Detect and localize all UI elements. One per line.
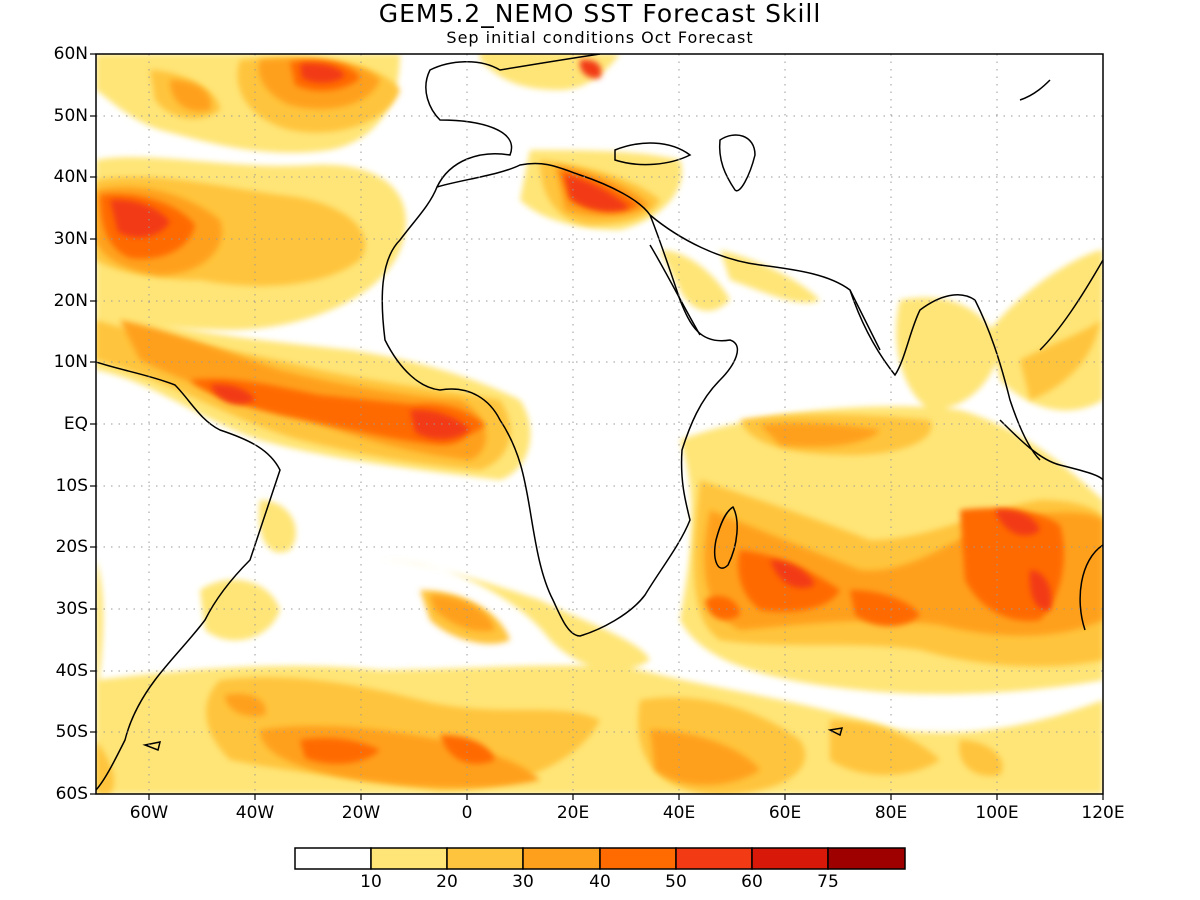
colorbar-label-60: 60 xyxy=(741,872,763,892)
lat-label-10n: 10N xyxy=(53,352,88,372)
colorbar-box-5 xyxy=(675,847,753,870)
lat-label-40n: 40N xyxy=(53,167,88,187)
lon-label-20e: 20E xyxy=(556,803,590,823)
south-america-coast xyxy=(96,361,281,791)
se-asia-coast xyxy=(974,259,1103,461)
lon-label-80e: 80E xyxy=(874,803,908,823)
lon-label-100e: 100E xyxy=(975,803,1019,823)
lon-label-0: 0 xyxy=(461,803,473,823)
coastlines xyxy=(96,54,1103,791)
colorbar-box-7 xyxy=(827,847,906,870)
colorbar-label-40: 40 xyxy=(589,872,611,892)
europe-coast xyxy=(425,54,601,188)
indonesia-coast xyxy=(999,419,1103,481)
madagascar-coast xyxy=(714,505,738,569)
arabia-coast xyxy=(649,214,881,351)
lat-label-20n: 20N xyxy=(53,291,88,311)
lon-label-40e: 40E xyxy=(662,803,696,823)
colorbar-box-1 xyxy=(370,847,448,870)
colorbar-box-2 xyxy=(446,847,524,870)
lon-label-120e: 120E xyxy=(1081,803,1125,823)
lat-label-eq: EQ xyxy=(63,414,88,434)
antarctic-islands xyxy=(142,727,844,752)
lat-label-30n: 30N xyxy=(53,229,88,249)
lat-label-50n: 50N xyxy=(53,106,88,126)
australia-coast xyxy=(1079,544,1103,631)
colorbar-box-6 xyxy=(751,847,829,870)
lon-label-60e: 60E xyxy=(768,803,802,823)
colorbar-label-20: 20 xyxy=(436,872,458,892)
lat-label-20s: 20S xyxy=(55,537,88,557)
colorbar-box-0 xyxy=(294,847,372,870)
lat-label-10s: 10S xyxy=(55,476,88,496)
map-subtitle: Sep initial conditions Oct Forecast xyxy=(446,28,754,47)
axis-ticks xyxy=(90,53,1104,800)
lat-label-30s: 30S xyxy=(55,599,88,619)
colorbar-label-75: 75 xyxy=(817,872,839,892)
colorbar xyxy=(294,847,906,870)
colorbar-box-4 xyxy=(599,847,677,870)
lat-label-60s: 60S xyxy=(55,784,88,804)
graticule xyxy=(96,54,1103,794)
africa-coast xyxy=(381,162,739,637)
lat-label-40s: 40S xyxy=(55,661,88,681)
colorbar-label-30: 30 xyxy=(512,872,534,892)
colorbar-label-50: 50 xyxy=(665,872,687,892)
skill-level-5 xyxy=(110,59,1052,611)
map-title: GEM5.2_NEMO SST Forecast Skill xyxy=(378,0,822,28)
lon-label-60w: 60W xyxy=(129,803,169,823)
caspian-coast xyxy=(718,134,756,192)
colorbar-box-3 xyxy=(522,847,601,870)
lat-label-60n: 60N xyxy=(53,44,88,64)
red-sea-coast xyxy=(649,244,701,336)
india-coast xyxy=(849,289,976,377)
colorbar-label-10: 10 xyxy=(360,872,382,892)
lat-label-50s: 50S xyxy=(55,722,88,742)
skill-field xyxy=(96,54,1103,794)
lon-label-20w: 20W xyxy=(341,803,381,823)
black-sea-coast xyxy=(614,142,692,166)
lon-label-40w: 40W xyxy=(235,803,275,823)
japan-coast xyxy=(1019,79,1051,101)
